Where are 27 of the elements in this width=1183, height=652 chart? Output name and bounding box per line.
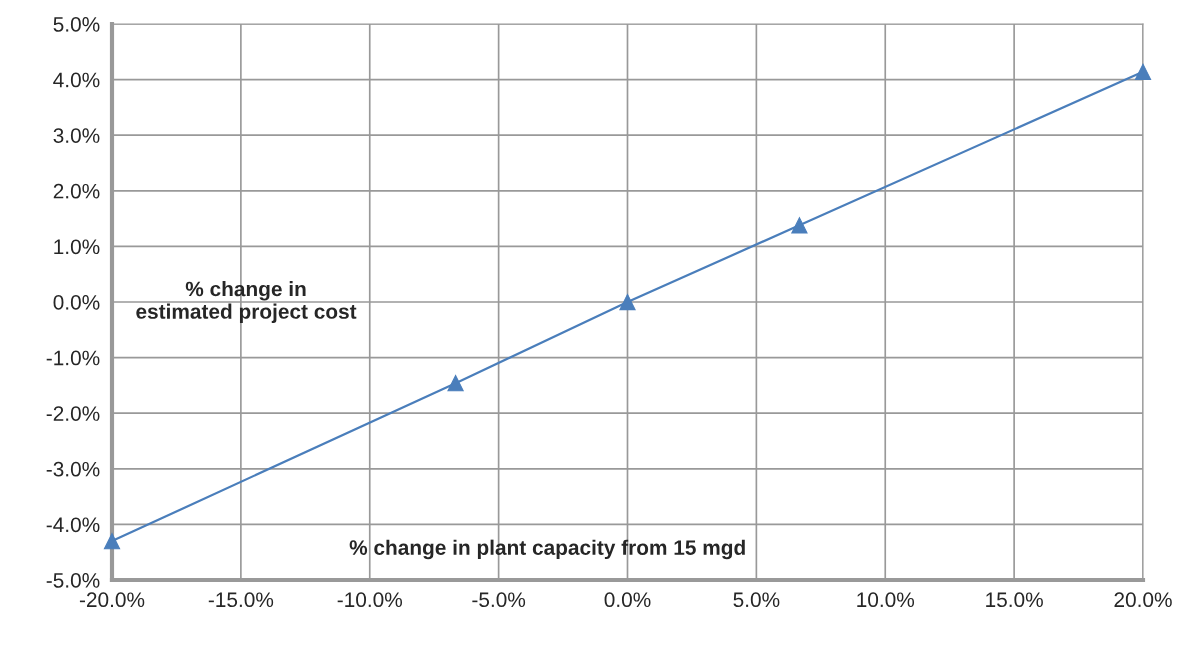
x-tick-label: 20.0% xyxy=(1114,592,1172,608)
y-tick-label: 3.0% xyxy=(53,128,100,143)
y-tick-label: 0.0% xyxy=(53,295,100,310)
x-axis-title: % change in plant capacity from 15 mgd xyxy=(349,539,745,560)
point xyxy=(1134,63,1152,80)
x-tick-label: -20.0% xyxy=(79,592,145,608)
y-tick-label: -2.0% xyxy=(46,406,100,421)
y-tick-label: -4.0% xyxy=(46,517,100,533)
y-axis-title: % change in estimated project cost xyxy=(136,281,357,323)
point xyxy=(791,217,808,234)
x-tick-label: 15.0% xyxy=(986,592,1043,608)
x-tick-label: -5.0% xyxy=(472,592,526,608)
y-tick-label: 4.0% xyxy=(53,72,100,88)
point xyxy=(619,293,636,311)
point xyxy=(447,375,464,392)
point xyxy=(103,532,121,550)
x-tick-label: -10.0% xyxy=(337,592,403,608)
y-tick-label: 1.0% xyxy=(54,239,100,255)
y-tick-label: -5.0% xyxy=(46,573,100,588)
x-tick-label: 5.0% xyxy=(733,592,780,608)
y-tick-label: 2.0% xyxy=(53,183,100,199)
x-tick-label: -15.0% xyxy=(208,592,274,608)
y-tick-label: -3.0% xyxy=(46,461,100,477)
x-tick-label: 0.0% xyxy=(604,592,651,608)
y-tick-label: 5.0% xyxy=(53,17,100,32)
y-tick-label: -1.0% xyxy=(46,350,100,366)
x-tick-label: 10.0% xyxy=(857,592,915,608)
